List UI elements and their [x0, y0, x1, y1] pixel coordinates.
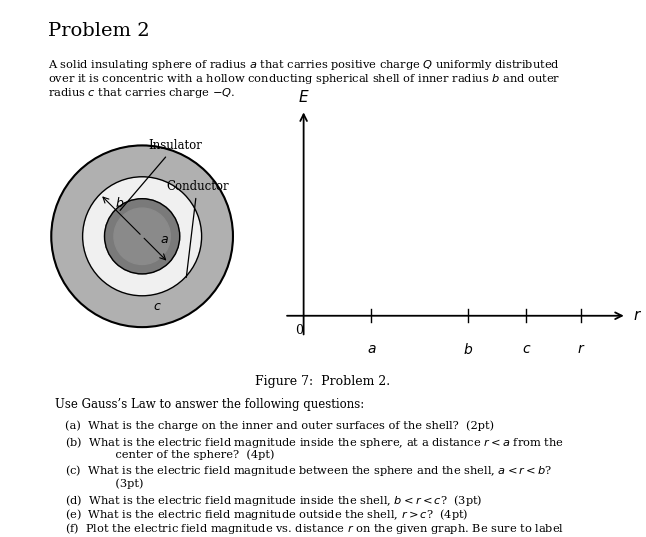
Text: 0: 0: [295, 324, 303, 337]
Text: (f)  Plot the electric field magnitude vs. distance $r$ on the given graph. Be s: (f) Plot the electric field magnitude vs…: [65, 521, 564, 536]
Text: (b)  What is the electric field magnitude inside the sphere, at a distance $r < : (b) What is the electric field magnitude…: [65, 434, 564, 449]
Text: $a$: $a$: [367, 342, 376, 355]
Text: center of the sphere?  (4pt): center of the sphere? (4pt): [90, 449, 275, 460]
Text: (e)  What is the electric field magnitude outside the shell, $r > c$?  (4pt): (e) What is the electric field magnitude…: [65, 507, 468, 522]
Text: radius $c$ that carries charge $-Q$.: radius $c$ that carries charge $-Q$.: [48, 86, 235, 100]
Text: $a$: $a$: [160, 233, 169, 245]
Circle shape: [84, 178, 200, 294]
Text: over it is concentric with a hollow conducting spherical shell of inner radius $: over it is concentric with a hollow cond…: [48, 72, 560, 86]
Text: $c$: $c$: [522, 342, 531, 355]
Text: A solid insulating sphere of radius $a$ that carries positive charge $Q$ uniform: A solid insulating sphere of radius $a$ …: [48, 58, 560, 72]
Text: $c$: $c$: [153, 300, 162, 313]
Circle shape: [105, 199, 180, 274]
Circle shape: [51, 146, 233, 327]
Text: $r$: $r$: [633, 309, 642, 323]
Text: the actual magnitude of the electric field at $r = a$, $r = b$, and $r = c$?  (4: the actual magnitude of the electric fie…: [90, 536, 528, 537]
Text: Problem 2: Problem 2: [48, 22, 150, 40]
Text: (a)  What is the charge on the inner and outer surfaces of the shell?  (2pt): (a) What is the charge on the inner and …: [65, 420, 494, 431]
Text: $r$: $r$: [577, 342, 586, 355]
Text: (c)  What is the electric field magnitude between the sphere and the shell, $a <: (c) What is the electric field magnitude…: [65, 463, 552, 478]
Text: Figure 7:  Problem 2.: Figure 7: Problem 2.: [255, 375, 391, 388]
Text: $b$: $b$: [115, 196, 125, 210]
Text: (3pt): (3pt): [90, 478, 143, 489]
Text: Use Gauss’s Law to answer the following questions:: Use Gauss’s Law to answer the following …: [55, 398, 364, 411]
Circle shape: [83, 177, 202, 296]
Text: Insulator: Insulator: [120, 139, 202, 211]
Text: Conductor: Conductor: [166, 180, 229, 278]
Text: $b$: $b$: [463, 342, 474, 357]
Text: (d)  What is the electric field magnitude inside the shell, $b < r < c$?  (3pt): (d) What is the electric field magnitude…: [65, 492, 483, 507]
Circle shape: [114, 208, 171, 264]
Text: $E$: $E$: [298, 89, 309, 105]
